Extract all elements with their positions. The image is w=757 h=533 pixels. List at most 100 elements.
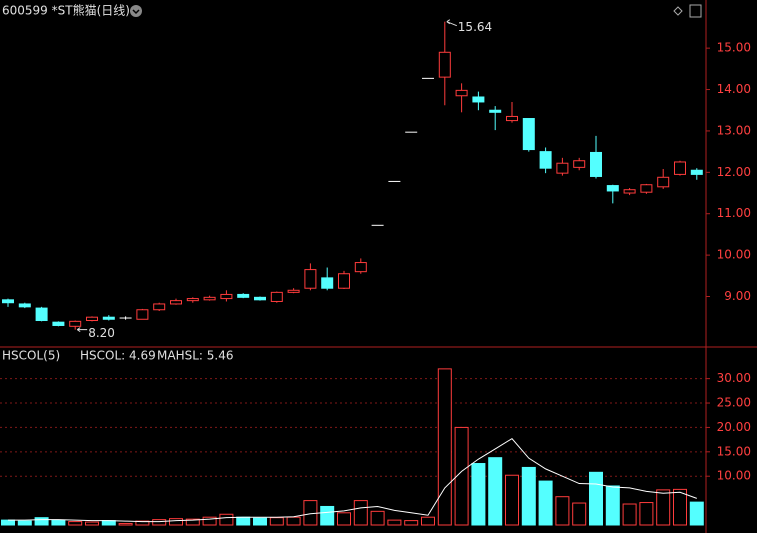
bar	[538, 480, 553, 526]
bar	[555, 496, 570, 526]
bar	[269, 517, 284, 526]
bar	[572, 502, 587, 526]
candle-body	[472, 96, 485, 103]
y-tick-label: 15.00	[717, 41, 751, 55]
bar	[286, 516, 301, 526]
bar	[639, 502, 654, 526]
candle-body	[18, 303, 31, 308]
legend-entry: HSCOL: 4.69	[80, 349, 156, 363]
candle-body	[556, 162, 569, 174]
candle-body	[102, 316, 115, 320]
candle-body	[203, 296, 216, 301]
annotation-label: 8.20	[88, 326, 115, 340]
bar	[169, 518, 183, 526]
bar	[454, 426, 469, 526]
candle-body	[321, 277, 334, 289]
bar	[68, 521, 83, 526]
bar	[673, 488, 687, 526]
y-tick-label: 30.00	[717, 371, 751, 385]
bar	[370, 510, 385, 526]
candle-body	[86, 316, 98, 322]
candle-body	[438, 51, 451, 78]
bar	[387, 519, 402, 526]
candle-body	[153, 303, 166, 311]
bar	[253, 517, 267, 526]
candle-body	[522, 118, 535, 151]
y-tick-label: 14.00	[717, 82, 751, 96]
bar	[303, 500, 318, 526]
bar	[320, 505, 335, 526]
y-tick-label: 11.00	[717, 206, 751, 220]
bar	[605, 485, 620, 526]
legend-entry: MAHSL: 5.46	[157, 349, 233, 363]
bar	[118, 523, 133, 526]
candle-body	[590, 151, 602, 177]
candle-body	[690, 169, 703, 175]
bar	[437, 368, 452, 526]
bar	[152, 519, 167, 526]
annotation-arrow	[446, 19, 457, 27]
bar	[656, 489, 671, 526]
bar	[505, 474, 519, 526]
window-icon[interactable]	[689, 4, 702, 18]
candle-body	[2, 299, 14, 304]
candle-body	[623, 189, 636, 194]
bar	[421, 516, 435, 526]
bar	[337, 512, 351, 526]
bar	[219, 513, 234, 526]
candle-body	[170, 300, 182, 305]
diamond-icon[interactable]	[673, 6, 683, 16]
candle-body	[657, 176, 670, 188]
candle-body	[640, 184, 653, 193]
y-tick-label: 12.00	[717, 165, 751, 179]
candle-body	[304, 269, 317, 289]
candle-body	[539, 151, 552, 169]
bar	[17, 520, 32, 526]
bar	[85, 521, 99, 526]
y-tick-label: 20.00	[717, 420, 751, 434]
y-tick-label: 15.00	[717, 444, 751, 458]
bar	[101, 520, 116, 526]
candle-body	[506, 115, 518, 122]
bar	[589, 471, 603, 526]
dropdown-icon[interactable]	[130, 5, 142, 17]
candle-body	[338, 273, 350, 289]
candle-body	[674, 161, 686, 175]
bar	[622, 503, 637, 526]
bar	[51, 519, 66, 526]
bar	[236, 516, 251, 526]
dropdown-arrow	[132, 9, 140, 15]
ma-line	[8, 437, 697, 523]
candle-body	[136, 309, 149, 320]
bar	[521, 466, 536, 526]
y-tick-label: 10.00	[717, 469, 751, 483]
candle-body	[237, 293, 250, 298]
candle-body	[489, 109, 502, 113]
candle-body	[354, 262, 367, 273]
bar	[689, 501, 704, 526]
annotation-label: 15.64	[458, 20, 492, 34]
chart-title: 600599 *ST熊猫(日线)	[2, 3, 130, 18]
candle-body	[270, 291, 283, 302]
bar	[34, 517, 49, 526]
bar	[488, 457, 503, 526]
candle-body	[35, 307, 48, 322]
y-tick-label: 13.00	[717, 123, 751, 137]
candle-body	[455, 89, 468, 97]
y-tick-label: 10.00	[717, 248, 751, 262]
bar	[471, 463, 486, 526]
bar	[353, 500, 368, 526]
bar	[185, 518, 200, 526]
annotation-arrow	[76, 327, 88, 333]
candle-body	[573, 160, 586, 168]
y-tick-label: 25.00	[717, 396, 751, 410]
candle-body	[606, 185, 619, 192]
candle-body	[69, 320, 82, 327]
indicator-title: HSCOL(5)	[2, 349, 60, 363]
candle-body	[186, 298, 199, 302]
candle-body	[287, 289, 300, 293]
bar	[202, 516, 217, 526]
y-tick-label: 9.00	[724, 289, 751, 303]
bar	[1, 519, 15, 526]
